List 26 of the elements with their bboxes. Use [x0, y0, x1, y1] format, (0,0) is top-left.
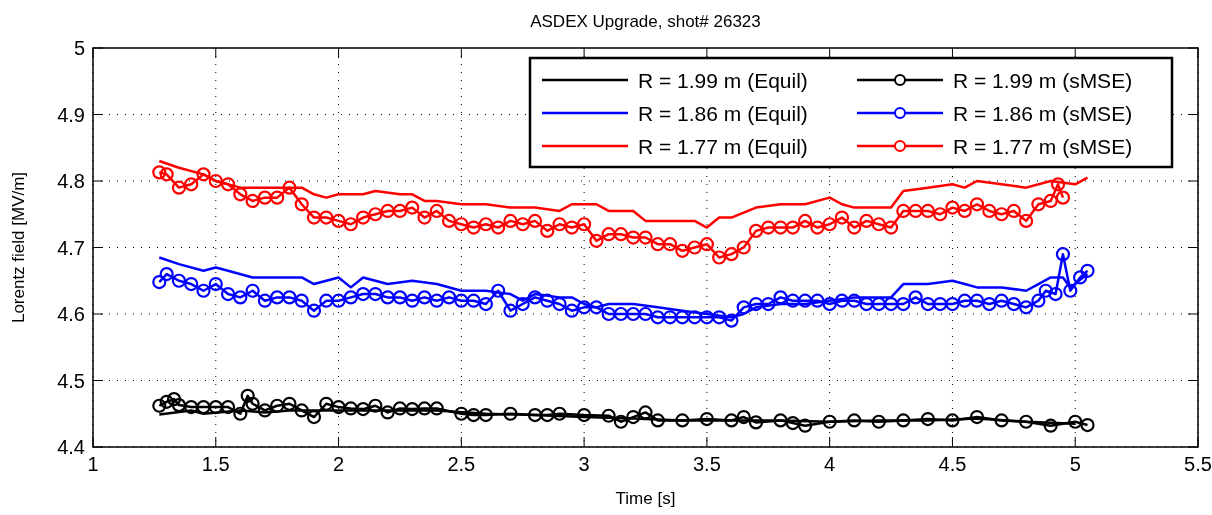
y-tick-label: 4.9 [57, 103, 85, 126]
y-tick-label: 4.4 [57, 436, 85, 458]
x-tick-label: 5.5 [1184, 453, 1212, 475]
y-tick-label: 5 [73, 37, 85, 59]
legend-label: R = 1.99 m (sMSE) [953, 69, 1133, 92]
x-axis-title: Time [s] [615, 489, 676, 508]
chart-title: ASDEX Upgrade, shot# 26323 [530, 12, 761, 31]
x-tick-label: 4.5 [938, 453, 967, 475]
y-tick-label: 4.6 [57, 303, 85, 325]
x-tick-label: 1 [87, 453, 99, 475]
y-tick-label: 4.8 [57, 170, 85, 192]
legend-label: R = 1.86 m (sMSE) [953, 102, 1133, 125]
legend-label: R = 1.99 m (Equil) [638, 69, 808, 92]
y-tick-label: 4.5 [57, 369, 85, 392]
y-tick-label: 4.7 [57, 236, 85, 259]
x-tick-label: 1.5 [201, 453, 230, 475]
x-tick-label: 2.5 [447, 453, 476, 475]
legend-label: R = 1.77 m (Equil) [638, 135, 808, 158]
x-tick-label: 4 [824, 453, 836, 475]
x-tick-label: 3 [578, 453, 590, 475]
y-axis-title: Lorentz field [MV/m] [9, 171, 28, 324]
x-tick-label: 5 [1069, 453, 1081, 475]
x-tick-label: 3.5 [692, 453, 721, 475]
legend-label: R = 1.77 m (sMSE) [953, 135, 1133, 158]
x-tick-label: 2 [332, 453, 345, 475]
legend-label: R = 1.86 m (Equil) [638, 102, 808, 125]
